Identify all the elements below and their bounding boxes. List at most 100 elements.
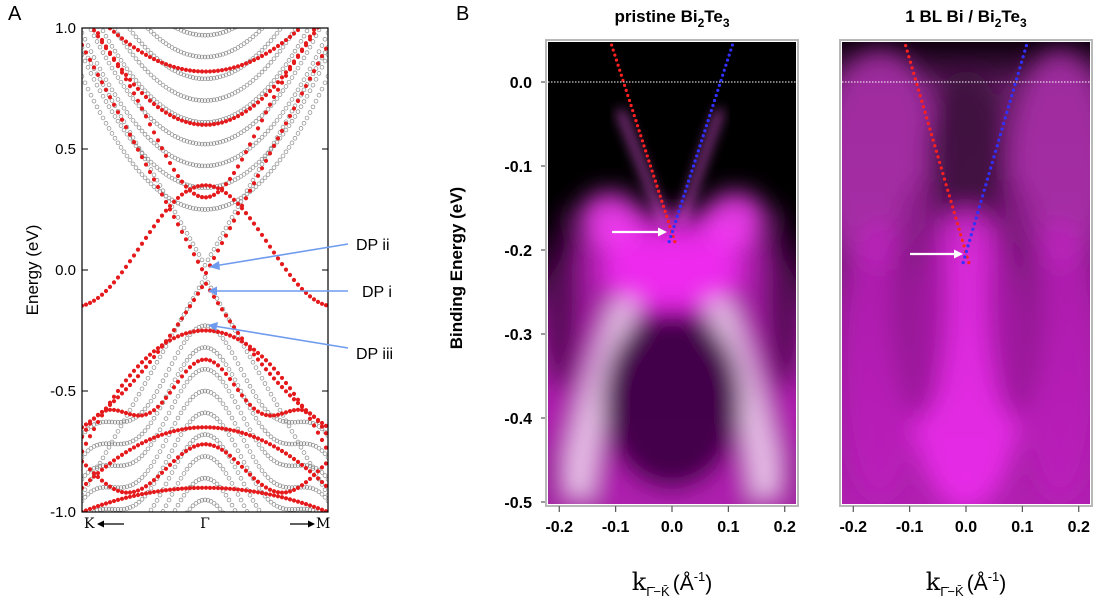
bulk-band-point [220, 139, 226, 144]
bulk-band-point [325, 477, 328, 482]
right-branch-dot [998, 133, 1003, 137]
bulk-band-point [238, 476, 244, 481]
slab-band-point [255, 350, 261, 356]
slab-band-point [323, 461, 328, 466]
bulk-band-point [199, 323, 205, 329]
bilayer-title: 1 BL Bi / Bi2Te3 [905, 7, 1027, 30]
slab-band-point [255, 409, 261, 414]
bulk-band-point [268, 478, 274, 483]
slab-band-point [107, 484, 113, 489]
bulk-band-point [220, 160, 226, 166]
bulk-band-point [178, 432, 184, 437]
slab-band-point [235, 387, 241, 393]
bulk-band-point [151, 140, 157, 146]
slab-band-point [83, 508, 89, 512]
bulk-band-point [190, 416, 196, 421]
bulk-band-point [307, 463, 313, 469]
bulk-band-point [106, 506, 112, 512]
slab-band-point [87, 57, 93, 62]
bulk-band-point [181, 72, 187, 78]
bulk-band-point [100, 93, 106, 99]
bulk-band-point [181, 471, 187, 476]
bulk-band-point [148, 29, 154, 34]
slab-band-point [323, 423, 328, 429]
bulk-band-point [271, 78, 277, 83]
slab-band-point [207, 183, 213, 188]
bulk-band-point [244, 126, 250, 131]
bulk-band-point [289, 429, 295, 434]
bulk-band-point [226, 388, 232, 394]
slab-band-point [271, 489, 277, 494]
slab-band-point [211, 69, 217, 74]
bulk-band-point [193, 32, 199, 37]
bulk-band-point [163, 503, 169, 509]
bulk-band-point [223, 94, 229, 99]
bulk-band-point [244, 443, 250, 449]
ytick-label: -0.5 [504, 495, 532, 512]
slab-band-point [219, 307, 225, 312]
slab-band-point [247, 142, 253, 147]
slab-band-point [315, 476, 321, 481]
panel-b-letter: B [456, 3, 469, 25]
bulk-band-point [157, 102, 163, 107]
bulk-band-point [148, 464, 154, 469]
slab-band-point [127, 42, 133, 47]
bulk-band-point [307, 110, 313, 115]
right-branch-dot [695, 154, 699, 158]
bulk-band-point [82, 473, 88, 478]
left-branch-dot [635, 124, 640, 128]
left-branch-dot [624, 88, 628, 92]
bulk-band-point [298, 82, 304, 88]
bulk-band-point [148, 507, 154, 512]
slab-band-point [195, 193, 201, 198]
right-branch-dot [992, 155, 996, 159]
bulk-band-point [304, 485, 310, 490]
bulk-band-point [319, 65, 325, 70]
bulk-band-point [214, 503, 220, 509]
bulk-band-point [223, 225, 229, 231]
bulk-band-point [187, 139, 193, 145]
bulk-band-point [214, 372, 220, 378]
slab-band-point [207, 442, 213, 447]
bulk-band-point [148, 94, 154, 99]
bulk-band-point [259, 113, 265, 118]
bulk-band-point [199, 345, 205, 351]
bulk-band-point [271, 100, 277, 105]
bulk-band-point [199, 76, 205, 81]
slab-band-point [179, 451, 185, 457]
bulk-band-point [292, 114, 298, 119]
slab-band-point [247, 216, 253, 221]
bulk-band-point [100, 441, 106, 447]
slab-band-point [319, 437, 325, 443]
bulk-band-point [316, 71, 322, 76]
slab-band-point [247, 488, 253, 494]
bulk-band-point [121, 485, 127, 490]
left-branch-dot [942, 177, 947, 181]
slab-band-point [83, 422, 89, 427]
bulk-band-point [175, 437, 181, 443]
bulk-band-point [247, 102, 253, 107]
slab-band-point [203, 485, 209, 490]
slab-band-point [319, 424, 325, 429]
left-branch-dot [653, 179, 657, 183]
slab-band-point [323, 509, 328, 512]
bulk-band-point [238, 174, 244, 179]
bulk-band-point [229, 502, 235, 508]
left-branch-dot [668, 224, 672, 229]
slab-band-point [91, 298, 97, 303]
xtick-label: -0.2 [545, 519, 573, 536]
bulk-band-point [178, 93, 184, 98]
slab-band-point [143, 364, 149, 369]
left-branch-dot [671, 234, 675, 239]
slab-band-point [87, 300, 93, 306]
bulk-band-point [193, 97, 199, 103]
slab-band-point [231, 335, 237, 340]
xtick-label: 0.1 [1011, 519, 1033, 536]
slab-band-point [131, 253, 137, 258]
slab-band-point [255, 357, 261, 362]
slab-band-point [303, 290, 309, 296]
bulk-band-point [187, 354, 193, 359]
bulk-band-point [205, 163, 211, 169]
bulk-band-point [127, 92, 133, 97]
bulk-band-point [256, 116, 262, 121]
